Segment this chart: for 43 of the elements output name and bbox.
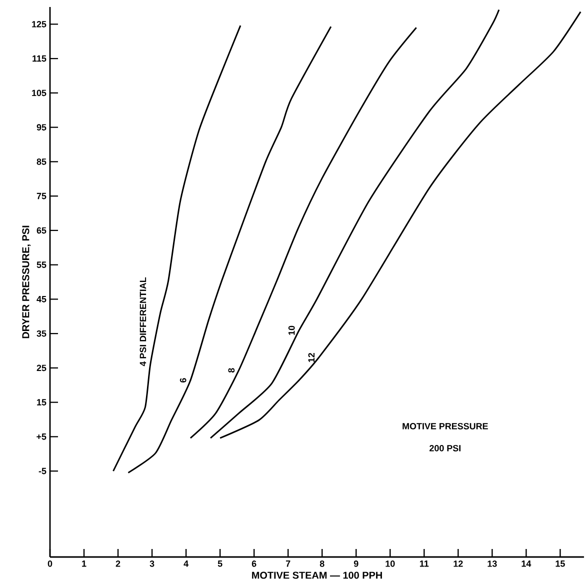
x-tick-label: 3 bbox=[150, 560, 154, 567]
x-tick-label: 15 bbox=[556, 560, 565, 567]
x-tick-label: 1 bbox=[82, 560, 86, 567]
y-tick-label: 35 bbox=[36, 330, 46, 337]
x-axis-title: MOTIVE STEAM — 100 PPH bbox=[252, 572, 382, 579]
x-tick-label: 0 bbox=[48, 560, 52, 567]
x-tick-label: 10 bbox=[386, 560, 395, 567]
text: 12 bbox=[308, 353, 315, 362]
line-series bbox=[219, 11, 582, 439]
y-tick-label: 85 bbox=[36, 158, 46, 165]
x-tick-label: 8 bbox=[320, 560, 324, 567]
x-tick-label: 2 bbox=[116, 560, 120, 567]
x-tick-label: 7 bbox=[286, 560, 290, 567]
text: 4 PSI DIFFERENTIAL bbox=[140, 277, 146, 366]
annotation: 200 PSI bbox=[430, 445, 461, 452]
y-tick-label: 25 bbox=[36, 364, 46, 372]
text: 10 bbox=[288, 326, 295, 335]
y-tick-label: 75 bbox=[36, 192, 46, 200]
y-tick-label: 15 bbox=[37, 399, 46, 406]
line-series bbox=[127, 26, 332, 474]
line-series bbox=[112, 24, 242, 472]
annotation: MOTIVE PRESSURE bbox=[402, 423, 488, 430]
y-axis-title: DRYER PRESSURE, PSI bbox=[22, 226, 31, 338]
text: 8 bbox=[228, 368, 235, 373]
y-tick-label: 95 bbox=[36, 124, 46, 130]
y-tick-label: 55 bbox=[36, 262, 46, 268]
x-tick-label: 9 bbox=[354, 560, 358, 567]
x-tick-label: 12 bbox=[454, 560, 463, 567]
y-tick-label: 105 bbox=[32, 90, 46, 96]
text: 6 bbox=[180, 378, 186, 382]
x-tick-label: 13 bbox=[488, 560, 497, 567]
x-tick-label: 5 bbox=[218, 560, 222, 567]
x-tick-label: 11 bbox=[420, 560, 429, 567]
x-tick-label: 14 bbox=[522, 560, 532, 567]
y-tick-label: 115 bbox=[32, 55, 46, 62]
y-tick-label: 45 bbox=[36, 296, 46, 302]
y-tick-label: 65 bbox=[36, 227, 46, 234]
x-tick-label: 4 bbox=[184, 560, 188, 567]
y-tick-label: +5 bbox=[36, 434, 46, 440]
x-tick-label: 6 bbox=[252, 560, 256, 567]
y-tick-label: -5 bbox=[38, 468, 46, 474]
y-tick-label: 125 bbox=[32, 21, 46, 28]
line-series bbox=[210, 8, 500, 439]
